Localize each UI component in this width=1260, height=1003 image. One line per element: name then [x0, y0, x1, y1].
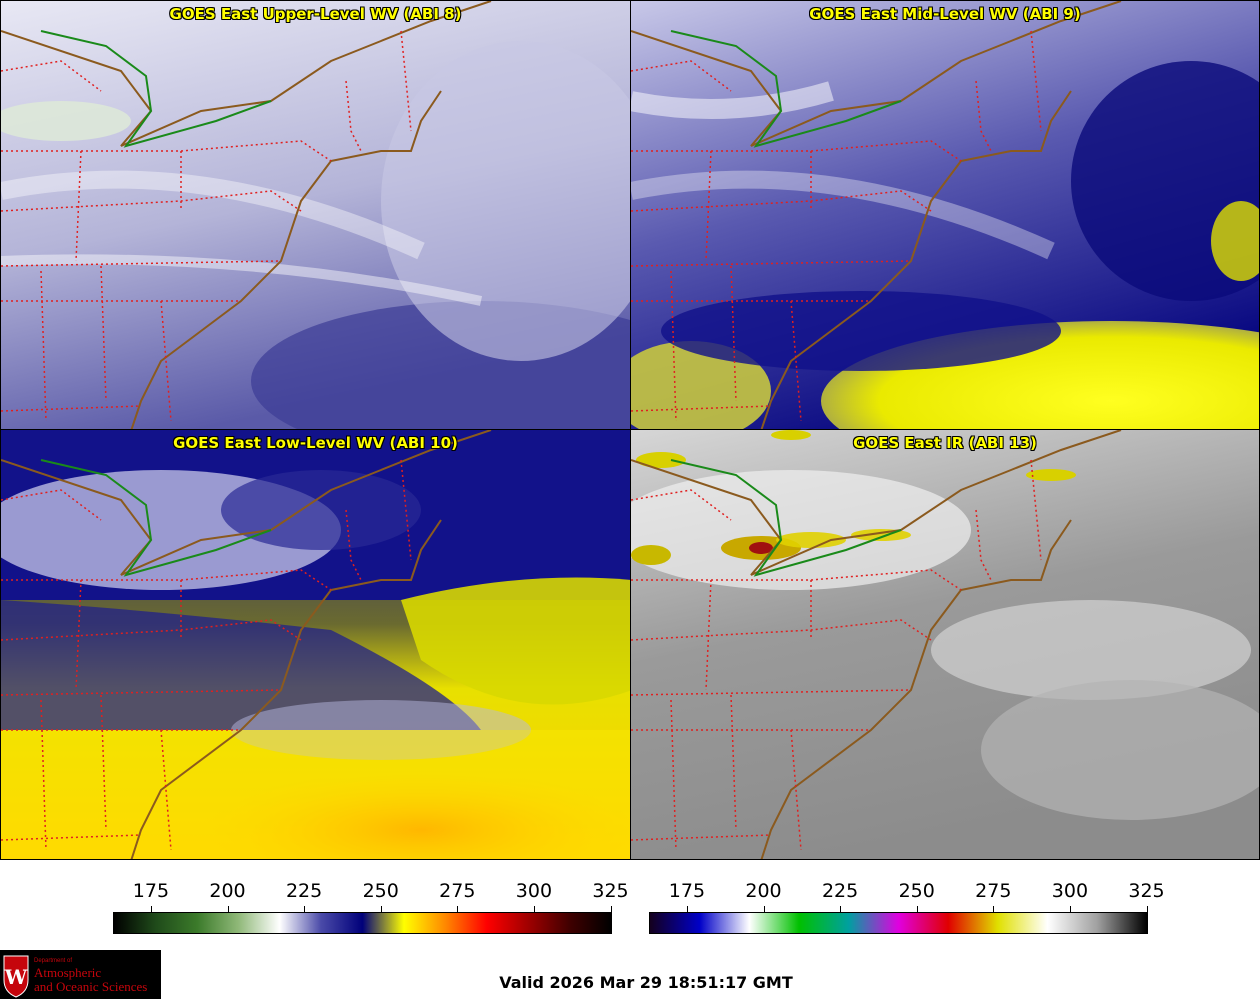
colorbar-tick-label: 275 [975, 880, 1012, 902]
logo-line1: Department of [34, 958, 73, 964]
colorbar-tick-label: 175 [132, 880, 170, 902]
colorbar-tick-mark [610, 906, 612, 912]
colorbar-tick-label: 325 [592, 880, 629, 902]
colorbar-tick-label: 200 [209, 880, 246, 902]
colorbar-tick-mark [227, 906, 229, 912]
upper-level-wv-map [1, 1, 630, 429]
mid-level-wv-map [631, 1, 1259, 429]
colorbar-tick-mark [916, 906, 918, 912]
colorbar-tick-mark [533, 906, 535, 912]
wv-colorbar [113, 912, 612, 934]
colorbar-tick-mark [993, 906, 995, 912]
panel-ir: GOES East IR (ABI 13) [630, 429, 1260, 860]
wv-colorbar-ticks: 175 200 225 250 275 300 325 [113, 880, 629, 912]
colorbar-tick-label: 300 [1051, 880, 1089, 902]
colorbar-tick-mark [457, 906, 459, 912]
colorbar-tick-label: 250 [362, 880, 399, 902]
panel-upper-level-wv: GOES East Upper-Level WV (ABI 8) [0, 0, 631, 430]
colorbar-tick-mark [763, 906, 765, 912]
aos-logo: W Department of Atmospheric and Oceanic … [0, 950, 161, 999]
panel-title: GOES East IR (ABI 13) [853, 434, 1037, 452]
colorbar-tick-label: 175 [668, 880, 706, 902]
colorbar-tick-mark [304, 906, 306, 912]
panel-low-level-wv: GOES East Low-Level WV (ABI 10) [0, 429, 631, 860]
colorbar-tick-label: 325 [1128, 880, 1165, 902]
colorbar-tick-label: 250 [898, 880, 935, 902]
panel-mid-level-wv: GOES East Mid-Level WV (ABI 9) [630, 0, 1260, 430]
low-level-wv-map [1, 430, 630, 859]
uw-shield-icon: W [3, 955, 29, 998]
colorbar-tick-mark [840, 906, 842, 912]
logo-line3: and Oceanic Sciences [34, 979, 148, 994]
colorbar-tick-label: 200 [745, 880, 782, 902]
ir-map [631, 430, 1259, 859]
colorbar-tick-mark [1069, 906, 1071, 912]
colorbar-tick-mark [1146, 906, 1148, 912]
colorbar-tick-label: 275 [439, 880, 476, 902]
colorbar-tick-mark [150, 906, 152, 912]
panel-title: GOES East Mid-Level WV (ABI 9) [809, 5, 1081, 23]
shield-letter: W [4, 965, 28, 989]
logo-line2: Atmospheric [34, 965, 102, 980]
ir-colorbar-ticks: 175 200 225 250 275 300 325 [649, 880, 1165, 912]
colorbar-tick-label: 225 [285, 880, 323, 902]
valid-time: Valid 2026 Mar 29 18:51:17 GMT [499, 973, 793, 992]
colorbar-tick-label: 300 [515, 880, 553, 902]
ir-colorbar [649, 912, 1148, 934]
panel-title: GOES East Upper-Level WV (ABI 8) [169, 5, 462, 23]
colorbar-tick-mark [380, 906, 382, 912]
colorbar-tick-mark [686, 906, 688, 912]
colorbar-tick-label: 225 [821, 880, 859, 902]
panel-title: GOES East Low-Level WV (ABI 10) [173, 434, 458, 452]
